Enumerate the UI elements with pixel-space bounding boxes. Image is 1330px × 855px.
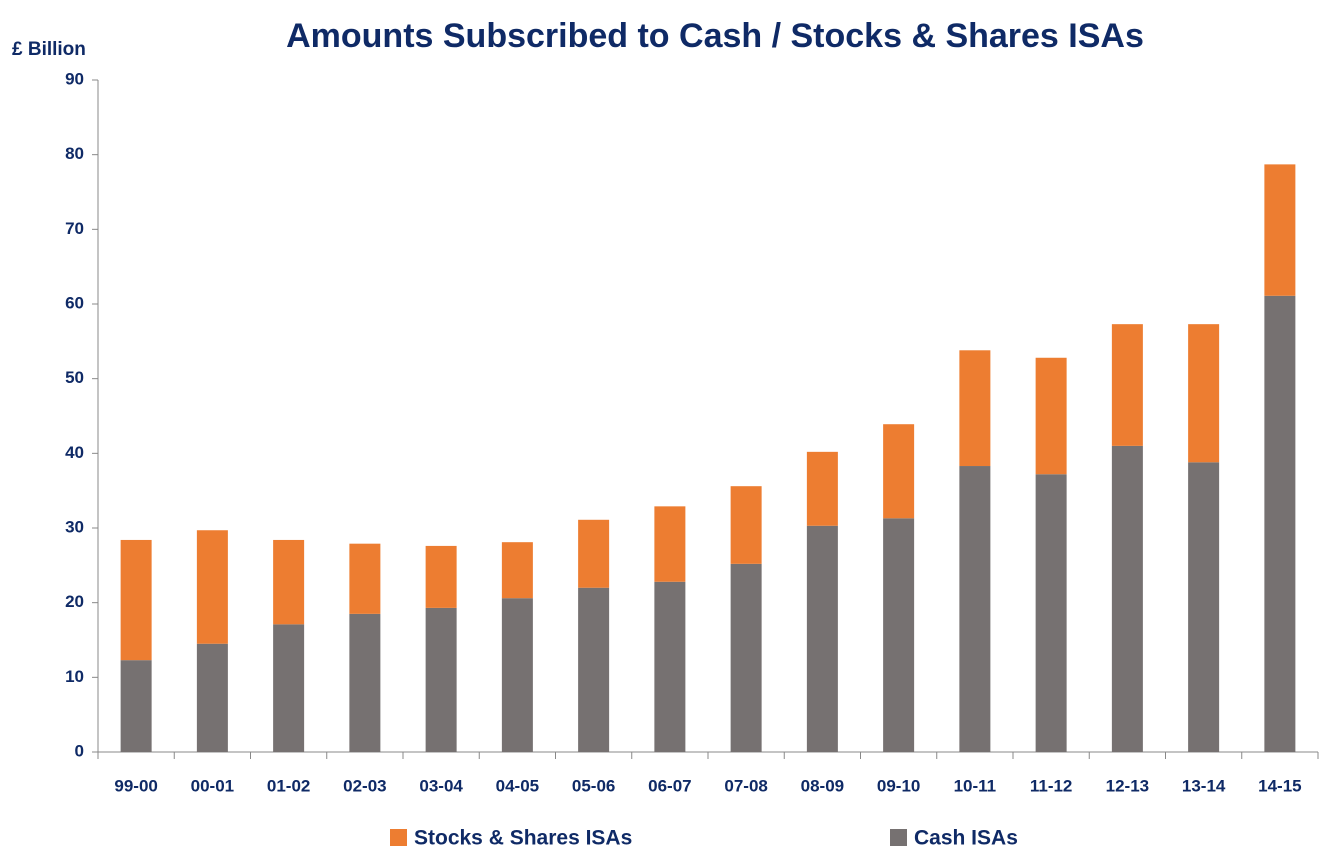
bar-segment — [273, 539, 305, 625]
bar-segment — [883, 518, 915, 752]
y-tick-label: 50 — [65, 368, 84, 387]
bar-segment — [959, 466, 991, 752]
x-tick-label: 01-02 — [267, 776, 310, 795]
bar-segment — [959, 350, 991, 467]
y-tick-label: 60 — [65, 293, 84, 312]
bar-segment — [1264, 295, 1296, 752]
y-tick-label: 80 — [65, 144, 84, 163]
bar-segment — [501, 598, 533, 752]
x-tick-label: 13-14 — [1182, 776, 1226, 795]
x-tick-label: 08-09 — [801, 776, 844, 795]
y-tick-label: 30 — [65, 517, 84, 536]
y-tick-label: 10 — [65, 667, 84, 686]
bar-segment — [1188, 462, 1220, 752]
bar-segment — [730, 563, 762, 752]
legend-label: Stocks & Shares ISAs — [414, 827, 632, 850]
y-tick-label: 70 — [65, 219, 84, 238]
x-tick-label: 10-11 — [954, 776, 997, 795]
x-tick-label: 99-00 — [114, 776, 157, 795]
bar-segment — [120, 660, 152, 752]
bar-segment — [273, 624, 305, 752]
bar-segment — [806, 525, 838, 752]
bar-segment — [349, 613, 381, 752]
x-tick-label: 06-07 — [648, 776, 691, 795]
y-axis-label: £ Billion — [12, 39, 86, 60]
bar-segment — [654, 581, 686, 752]
bar-segment — [120, 539, 152, 661]
bar-segment — [425, 545, 457, 608]
y-tick-label: 40 — [65, 443, 84, 462]
x-tick-label: 05-06 — [572, 776, 615, 795]
x-tick-label: 04-05 — [496, 776, 539, 795]
bar-segment — [196, 530, 228, 644]
bar-segment — [578, 587, 610, 752]
bar-segment — [1111, 445, 1143, 752]
x-tick-label: 12-13 — [1106, 776, 1149, 795]
bar-segment — [806, 451, 838, 526]
y-tick-label: 0 — [75, 741, 84, 760]
bar-segment — [501, 542, 533, 599]
x-tick-label: 02-03 — [343, 776, 386, 795]
y-tick-label: 20 — [65, 592, 84, 611]
legend-swatch — [890, 829, 907, 846]
bar-segment — [654, 506, 686, 582]
bar-segment — [883, 424, 915, 519]
x-tick-label: 00-01 — [191, 776, 234, 795]
bar-segment — [1264, 164, 1296, 296]
bar-segment — [349, 543, 381, 614]
legend-swatch — [390, 829, 407, 846]
bar-segment — [1035, 474, 1067, 752]
bar-segment — [196, 643, 228, 752]
bar-segment — [730, 486, 762, 564]
x-tick-label: 07-08 — [724, 776, 767, 795]
bar-segment — [578, 519, 610, 588]
x-tick-label: 09-10 — [877, 776, 920, 795]
x-tick-label: 14-15 — [1258, 776, 1301, 795]
x-tick-label: 03-04 — [419, 776, 463, 795]
bar-segment — [1111, 324, 1143, 446]
chart-title: Amounts Subscribed to Cash / Stocks & Sh… — [286, 17, 1144, 55]
bar-segment — [1188, 324, 1220, 463]
bar-segment — [1035, 357, 1067, 475]
legend-label: Cash ISAs — [914, 827, 1018, 850]
x-tick-label: 11-12 — [1030, 776, 1073, 795]
bar-segment — [425, 607, 457, 752]
y-tick-label: 90 — [65, 69, 84, 88]
